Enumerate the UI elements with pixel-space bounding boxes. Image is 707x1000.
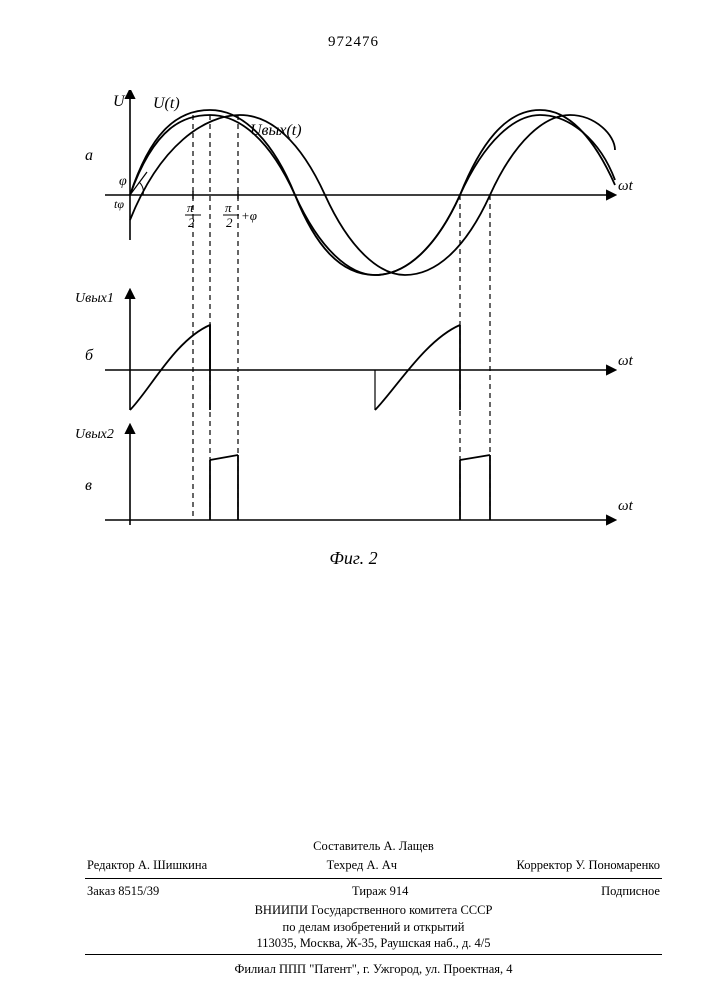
u-out-label: Uвых(t)	[250, 122, 302, 139]
axis-wt-a: ωt	[618, 178, 634, 194]
svg-text:2: 2	[226, 215, 233, 230]
divider	[85, 878, 662, 879]
figure-label: Фиг. 2	[0, 548, 707, 569]
svg-text:π: π	[225, 200, 232, 215]
phi-label: φ	[119, 174, 127, 189]
axis-uout2-label: Uвых2	[75, 427, 114, 442]
printer-line: Филиал ППП "Патент", г. Ужгород, ул. Про…	[85, 962, 662, 977]
timing-diagram: U U(t) Uвых(t) а φ tφ ωt π 2 π 2 +φ	[75, 90, 635, 535]
page: 972476	[0, 0, 707, 1000]
u-t-label: U(t)	[153, 95, 180, 112]
colophon: Составитель А. Лащев Редактор А. Шишкина…	[85, 838, 662, 957]
patent-number: 972476	[0, 34, 707, 51]
t-phi-label: tφ	[114, 197, 124, 211]
panel-c: в Uвых2 ωt	[75, 425, 634, 525]
panel-a: U U(t) Uвых(t) а φ tφ ωt π 2 π 2 +φ	[85, 90, 634, 520]
axis-wt-c: ωt	[618, 498, 634, 514]
order: Заказ 8515/39	[87, 883, 159, 900]
svg-text:2: 2	[188, 215, 195, 230]
compiler-line: Составитель А. Лащев	[85, 838, 662, 855]
editor: Редактор А. Шишкина	[87, 857, 207, 874]
panel-b: б Uвых1 ωt	[75, 290, 634, 410]
org-line-1: ВНИИПИ Государственного комитета СССР	[85, 902, 662, 919]
org-line-2: по делам изобретений и открытий	[85, 919, 662, 936]
svg-text:+φ: +φ	[241, 208, 257, 223]
axis-wt-b: ωt	[618, 353, 634, 369]
circulation: Тираж 914	[352, 883, 408, 900]
axis-u-label: U	[113, 93, 126, 110]
signed: Подписное	[601, 883, 660, 900]
corrector: Корректор У. Пономаренко	[517, 857, 660, 874]
panel-a-label: а	[85, 147, 93, 164]
tech: Техред А. Ач	[327, 857, 398, 874]
divider	[85, 954, 662, 955]
address: 113035, Москва, Ж-35, Раушская наб., д. …	[85, 935, 662, 952]
axis-uout1-label: Uвых1	[75, 291, 114, 306]
panel-c-label: в	[85, 477, 92, 494]
panel-b-label: б	[85, 347, 94, 364]
